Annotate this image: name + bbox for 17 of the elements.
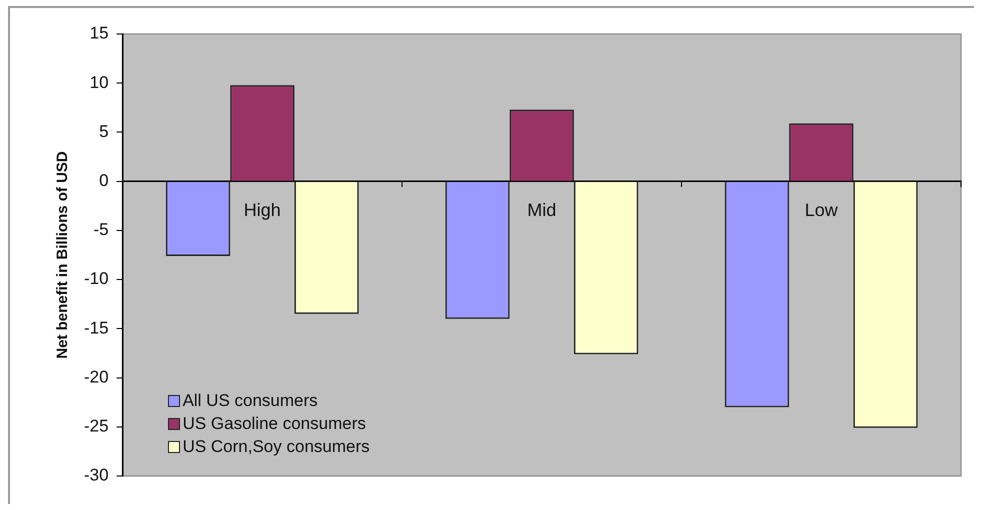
y-tick-label: 5 xyxy=(99,122,109,141)
x-tick-label: Low xyxy=(804,200,839,220)
y-tick-label: -15 xyxy=(84,318,109,338)
y-tick-label: 15 xyxy=(90,24,109,43)
legend-label: US Gasoline consumers xyxy=(182,413,366,435)
y-tick-label: -25 xyxy=(84,416,109,436)
legend-label: US Corn,Soy consumers xyxy=(182,436,370,458)
y-tick-label: -20 xyxy=(84,367,109,386)
x-tick-label: High xyxy=(244,200,281,220)
y-tick-label: 10 xyxy=(90,72,109,92)
y-tick-label: -10 xyxy=(84,269,109,288)
legend-label: All US consumers xyxy=(182,390,318,412)
x-tick-label: Mid xyxy=(527,200,556,220)
y-tick-label: 0 xyxy=(99,171,109,190)
y-tick-label: -30 xyxy=(84,466,109,485)
y-axis-title: Net benefit in Billions of USD xyxy=(54,151,72,359)
y-tick-label: -5 xyxy=(93,220,109,240)
